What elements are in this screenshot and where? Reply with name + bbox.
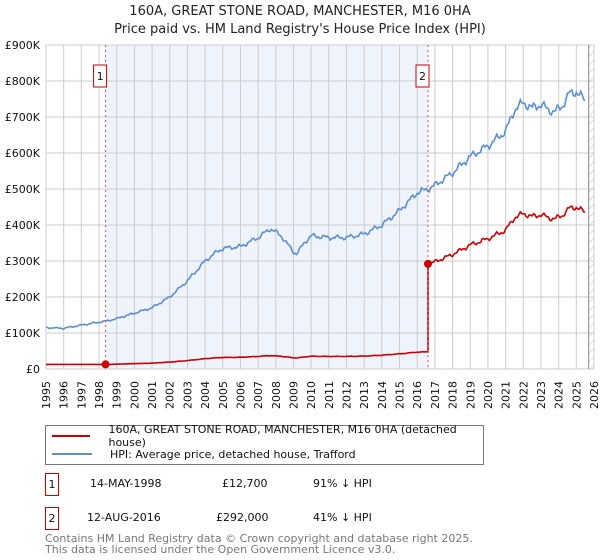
sale-label-number: 1 (97, 70, 104, 83)
forecast-hatch (588, 45, 594, 369)
x-tick-label: 2015 (394, 381, 407, 409)
sale-price: £12,700 (222, 477, 268, 490)
x-tick-label: 2026 (588, 381, 600, 409)
legend-swatch-property (52, 435, 91, 437)
chart-subtitle: Price paid vs. HM Land Registry's House … (114, 22, 486, 37)
sale-point (424, 259, 433, 268)
y-tick-label: £600K (5, 147, 41, 160)
ownership-period-shade (105, 45, 429, 369)
x-tick-label: 2010 (305, 381, 318, 409)
x-tick-label: 2004 (199, 381, 212, 409)
x-tick-label: 2019 (464, 381, 477, 409)
y-tick-label: £700K (5, 111, 41, 124)
hpi-series-line (45, 88, 586, 330)
sale-label-box (93, 64, 108, 88)
y-tick-label: £0 (26, 363, 40, 376)
y-tick-label: £200K (5, 291, 41, 304)
sale-price: £292,000 (216, 511, 269, 524)
x-tick-label: 2012 (341, 381, 354, 409)
y-tick-label: £400K (5, 219, 41, 232)
legend: 160A, GREAT STONE ROAD, MANCHESTER, M16 … (45, 423, 484, 465)
footer-line-2: This data is licensed under the Open Gov… (45, 543, 396, 556)
y-tick-label: £900K (5, 39, 41, 52)
sale-row-2: 2 12-AUG-2016 £292,000 41% ↓ HPI (45, 507, 525, 530)
x-tick-label: 2022 (517, 381, 530, 409)
sale-label-number: 2 (419, 70, 426, 83)
sale-badge: 2 (45, 507, 59, 530)
x-tick-label: 2007 (252, 381, 265, 409)
x-tick-label: 2000 (128, 381, 141, 409)
sale-hpi-diff: 91% ↓ HPI (313, 477, 372, 490)
sale-date: 14-MAY-1998 (90, 477, 162, 490)
footer-line-1: Contains HM Land Registry data © Crown c… (45, 532, 473, 545)
x-tick-label: 2020 (482, 381, 495, 409)
x-tick-label: 2023 (535, 381, 548, 409)
price-chart: 1995 1996 1997 1998 1999 2000 2001 2002 2003 2004… (5, 39, 600, 409)
x-tick-label: 2018 (447, 381, 460, 409)
x-tick-label: 2011 (323, 381, 336, 409)
x-tick-label: 2008 (270, 381, 283, 409)
y-tick-label: £500K (5, 183, 41, 196)
x-tick-label: 1995 (40, 381, 53, 409)
sale-point (101, 360, 110, 369)
chart-title: 160A, GREAT STONE ROAD, MANCHESTER, M16 … (129, 4, 471, 19)
sale-label-box (415, 64, 430, 88)
sale-badge: 1 (45, 473, 59, 496)
legend-swatch-hpi (52, 453, 92, 455)
x-tick-label: 2002 (164, 381, 177, 409)
y-tick-label: £300K (5, 255, 41, 268)
x-tick-label: 1999 (111, 381, 124, 409)
x-tick-label: 2013 (358, 381, 371, 409)
sale-hpi-diff: 41% ↓ HPI (313, 511, 372, 524)
sale-date: 12-AUG-2016 (87, 511, 161, 524)
x-tick-label: 2021 (500, 381, 513, 409)
x-tick-label: 1998 (93, 381, 106, 409)
property-series-line (46, 205, 586, 366)
x-tick-label: 2016 (411, 381, 424, 409)
x-tick-label: 2017 (429, 381, 442, 409)
x-tick-label: 1996 (58, 381, 71, 409)
x-tick-label: 2001 (146, 381, 159, 409)
footer: Contains HM Land Registry data © Crown c… (45, 533, 473, 555)
x-tick-label: 2025 (570, 381, 583, 409)
x-tick-label: 2024 (553, 381, 566, 409)
y-tick-label: £800K (5, 75, 41, 88)
legend-label-hpi: HPI: Average price, detached house, Traf… (110, 447, 356, 461)
legend-label-property: 160A, GREAT STONE ROAD, MANCHESTER, M16 … (108, 423, 457, 449)
x-tick-label: 2006 (234, 381, 247, 409)
x-tick-label: 2005 (217, 381, 230, 409)
x-tick-label: 2014 (376, 381, 389, 409)
x-tick-label: 2003 (181, 381, 194, 409)
x-tick-label: 1997 (75, 381, 88, 409)
y-tick-label: £100K (5, 327, 41, 340)
x-tick-label: 2009 (287, 381, 300, 409)
sale-row-1: 1 14-MAY-1998 £12,700 91% ↓ HPI (45, 473, 525, 496)
